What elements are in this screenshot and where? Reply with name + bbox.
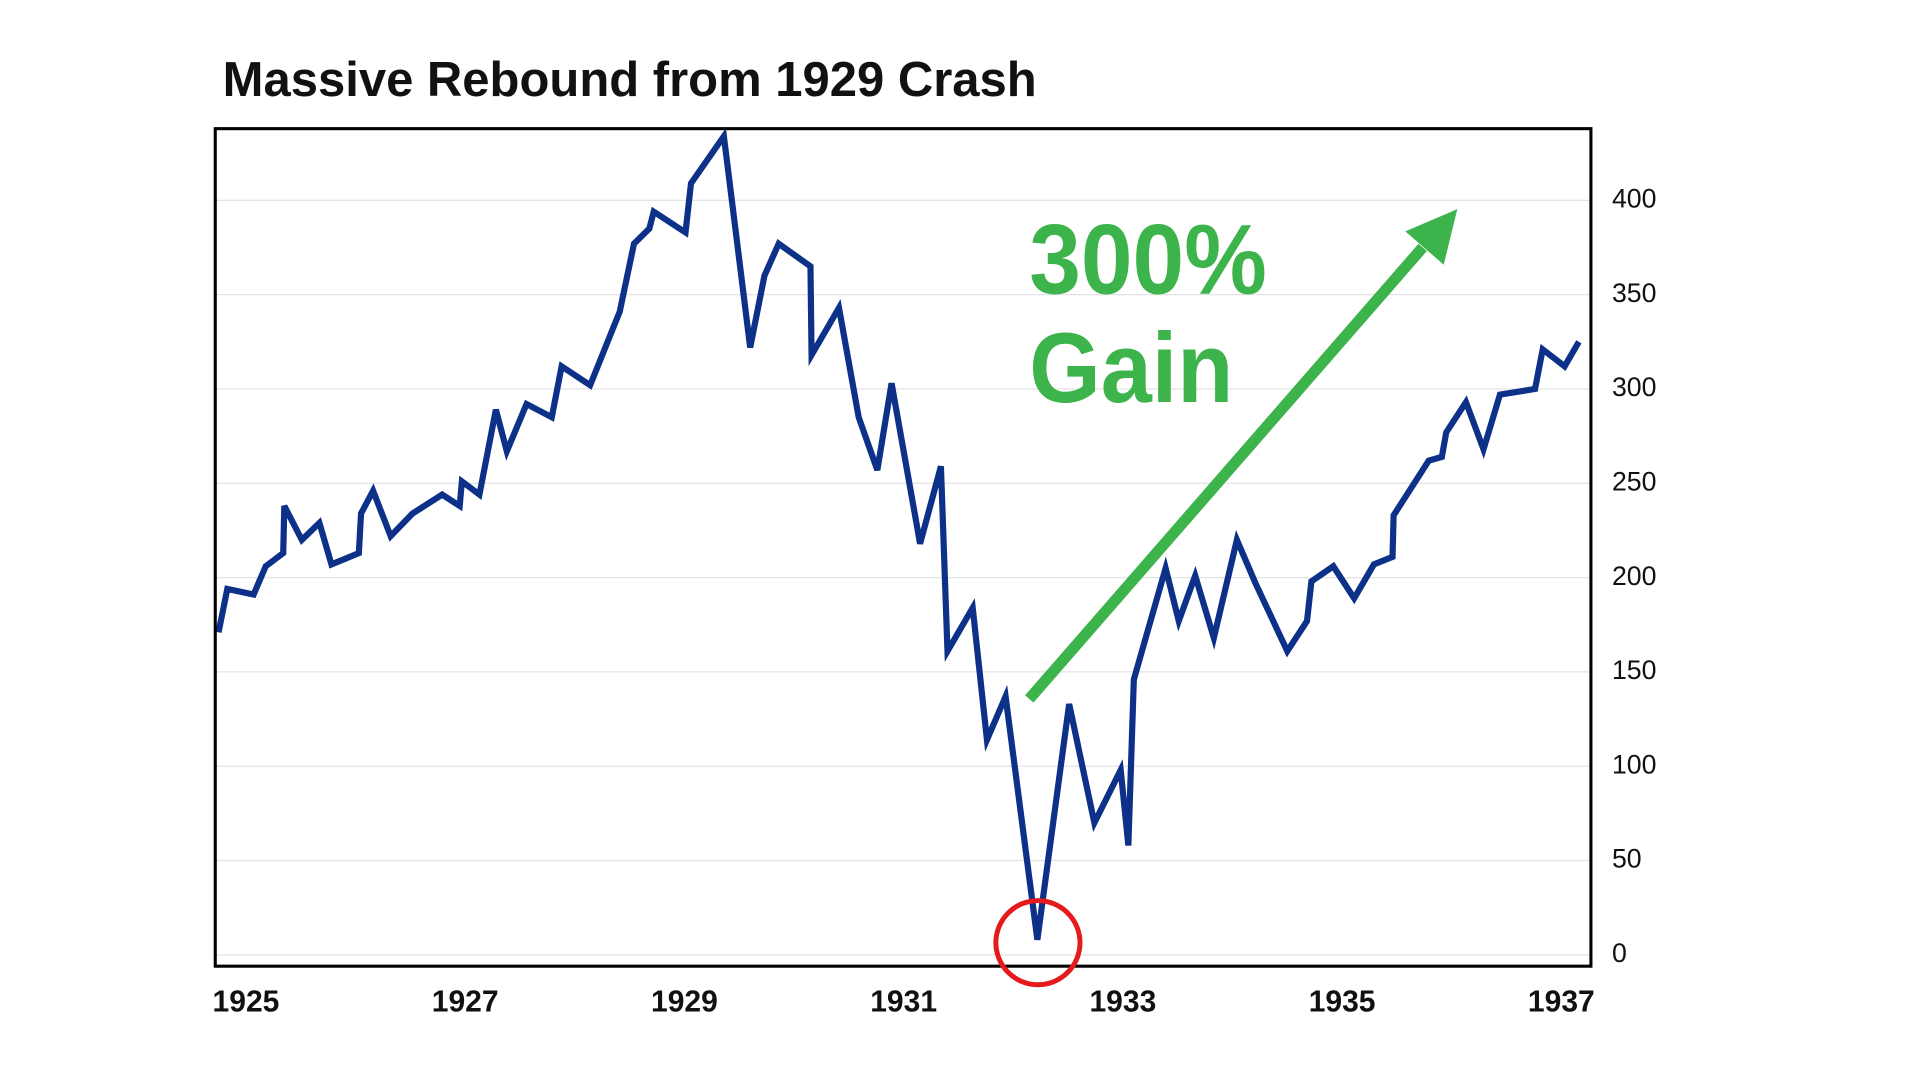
bottom-circle [993, 898, 1083, 988]
y-tick-label: 300 [1612, 371, 1657, 402]
y-tick-label: 350 [1612, 277, 1657, 308]
plot-frame [213, 127, 1593, 968]
chart-title: Massive Rebound from 1929 Crash [223, 52, 1037, 107]
line-series [215, 127, 1582, 941]
y-tick-label: 100 [1612, 748, 1657, 779]
marks [215, 127, 1582, 941]
gain-arrow [1025, 243, 1427, 703]
y-tick-label: 250 [1612, 465, 1657, 496]
x-tick-label: 1933 [1089, 983, 1156, 1018]
grid [215, 199, 1591, 956]
x-tick-label: 1931 [870, 983, 937, 1018]
gain-arrow-head [1405, 209, 1458, 265]
y-tick-label: 50 [1612, 843, 1642, 874]
annotation: Gain [1029, 312, 1233, 423]
x-tick-label: 1925 [213, 983, 280, 1018]
y-tick-label: 400 [1612, 183, 1657, 214]
x-tick-label: 1929 [651, 983, 718, 1018]
annotation: 300% [1029, 203, 1267, 314]
y-tick-label: 150 [1612, 654, 1657, 685]
x-tick-label: 1935 [1309, 983, 1376, 1018]
x-tick-label: 1937 [1528, 983, 1595, 1018]
x-tick-label: 1927 [432, 983, 499, 1018]
y-tick-label: 0 [1612, 937, 1627, 968]
y-tick-label: 200 [1612, 560, 1657, 591]
